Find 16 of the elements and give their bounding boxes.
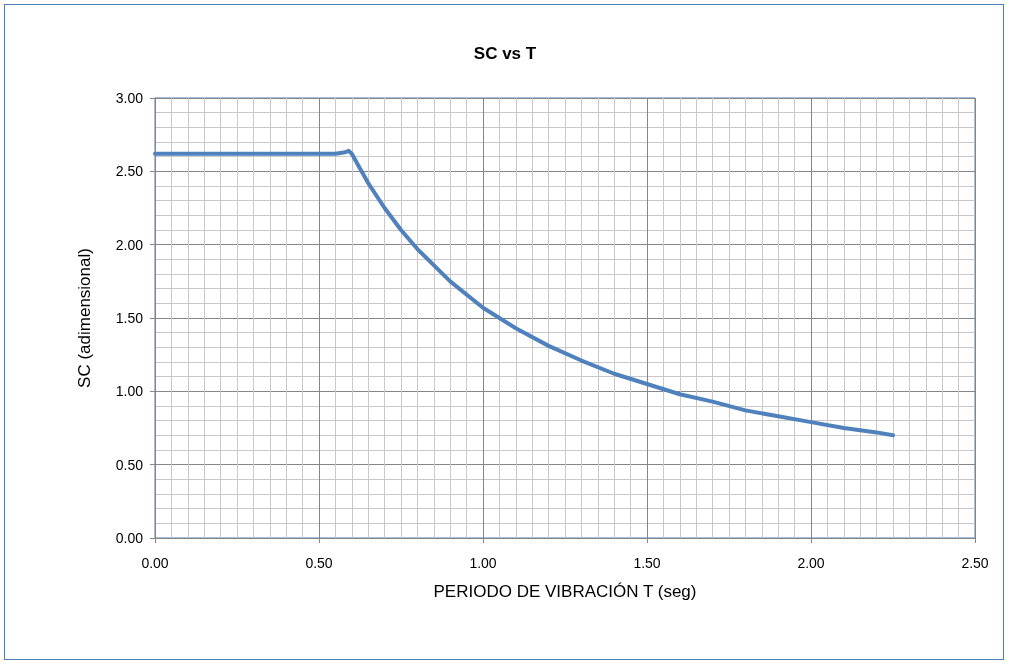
x-tick-label: 2.00	[797, 555, 825, 571]
x-tick-label: 1.50	[633, 555, 661, 571]
y-tick-label: 2.00	[115, 236, 144, 253]
y-tick-label: 0.00	[115, 530, 144, 546]
y-tick-label: 1.50	[115, 310, 144, 326]
chart-title: SC vs T	[473, 44, 537, 63]
x-tick-label: 1.00	[469, 555, 497, 571]
x-axis-title: PERIODO DE VIBRACIÓN T (seg)	[433, 582, 697, 601]
y-tick-label: 2.50	[115, 163, 144, 180]
x-tick-label: 0.50	[305, 555, 333, 571]
y-tick-label: 3.00	[115, 90, 144, 106]
y-tick-label: 1.00	[115, 383, 144, 400]
x-tick-label: 2.50	[961, 555, 989, 571]
y-tick-label: 0.50	[115, 456, 144, 473]
x-tick-label: 0.00	[141, 555, 169, 571]
y-axis-title: SC (adimensional)	[75, 248, 94, 388]
